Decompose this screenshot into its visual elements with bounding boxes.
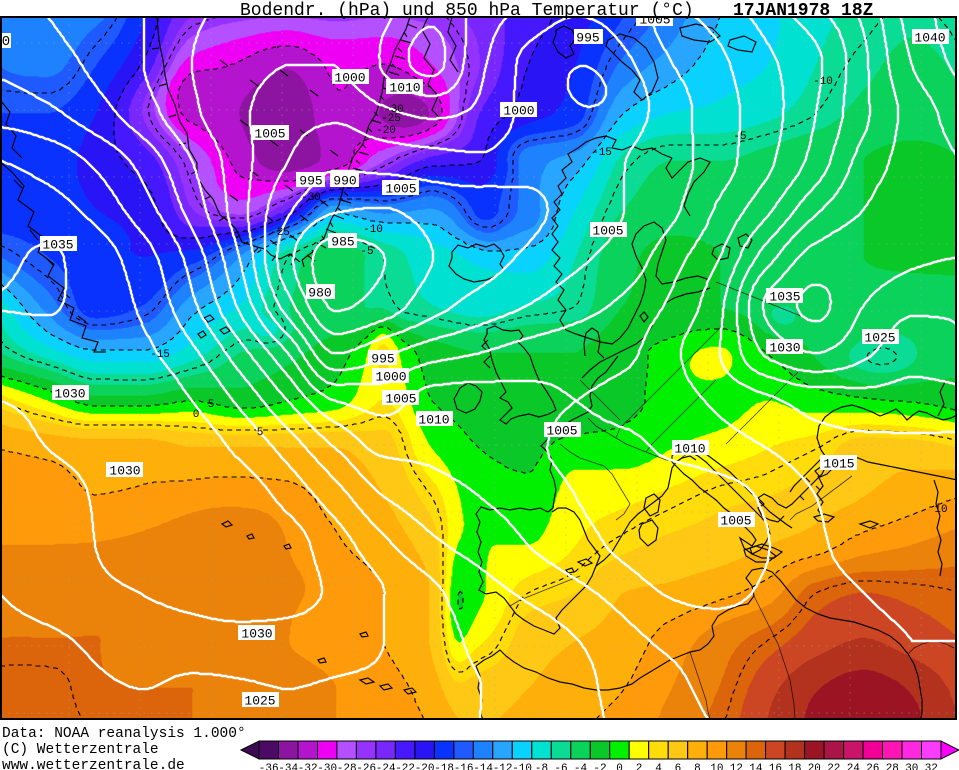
svg-text:5: 5 xyxy=(257,427,264,439)
svg-text:1030: 1030 xyxy=(109,464,140,479)
svg-text:(C) Wetterzentrale: (C) Wetterzentrale xyxy=(2,742,159,758)
svg-text:26: 26 xyxy=(866,763,879,770)
svg-text:-30: -30 xyxy=(384,104,404,116)
svg-text:5: 5 xyxy=(208,399,215,411)
svg-text:1005: 1005 xyxy=(592,224,623,239)
svg-text:-5: -5 xyxy=(733,131,746,143)
svg-text:-26: -26 xyxy=(356,763,376,770)
svg-text:1010: 1010 xyxy=(418,413,449,428)
svg-text:990: 990 xyxy=(333,174,356,189)
svg-text:20: 20 xyxy=(808,763,821,770)
svg-text:18: 18 xyxy=(788,763,801,770)
svg-text:10: 10 xyxy=(934,504,947,516)
svg-text:24: 24 xyxy=(847,763,861,770)
svg-text:995: 995 xyxy=(299,174,322,189)
svg-text:28: 28 xyxy=(886,763,899,770)
svg-text:-10: -10 xyxy=(363,224,383,236)
svg-text:1030: 1030 xyxy=(769,341,800,356)
svg-text:-16: -16 xyxy=(454,763,474,770)
svg-text:1000: 1000 xyxy=(503,104,534,119)
svg-text:1035: 1035 xyxy=(42,238,73,253)
svg-text:8: 8 xyxy=(694,763,701,770)
svg-text:1025: 1025 xyxy=(864,331,895,346)
svg-text:1005: 1005 xyxy=(254,127,285,142)
svg-text:32: 32 xyxy=(925,763,938,770)
svg-text:-30: -30 xyxy=(301,192,321,204)
svg-text:-20: -20 xyxy=(376,125,396,137)
svg-text:1015: 1015 xyxy=(823,457,854,472)
svg-text:22: 22 xyxy=(827,763,840,770)
svg-text:-20: -20 xyxy=(415,763,435,770)
svg-text:1005: 1005 xyxy=(639,13,670,28)
svg-text:-25: -25 xyxy=(270,227,290,239)
svg-text:-10: -10 xyxy=(813,76,833,88)
svg-text:1010: 1010 xyxy=(674,442,705,457)
svg-text:-2: -2 xyxy=(593,763,606,770)
svg-text:Data: NOAA reanalysis 1.000°: Data: NOAA reanalysis 1.000° xyxy=(2,726,246,742)
svg-text:-28: -28 xyxy=(337,763,357,770)
svg-text:995: 995 xyxy=(576,31,599,46)
svg-text:1025: 1025 xyxy=(244,694,275,709)
svg-text:17JAN1978 18Z: 17JAN1978 18Z xyxy=(733,1,873,21)
svg-text:1035: 1035 xyxy=(769,290,800,305)
svg-text:-4: -4 xyxy=(574,763,588,770)
svg-text:1030: 1030 xyxy=(241,627,272,642)
svg-text:6: 6 xyxy=(675,763,682,770)
svg-text:1010: 1010 xyxy=(389,81,420,96)
svg-text:12: 12 xyxy=(730,763,743,770)
svg-text:-34: -34 xyxy=(278,763,298,770)
svg-text:14: 14 xyxy=(749,763,763,770)
svg-text:Bodendr. (hPa) und 850 hPa Tem: Bodendr. (hPa) und 850 hPa Temperatur (°… xyxy=(240,1,694,21)
svg-text:1005: 1005 xyxy=(385,182,416,197)
svg-text:985: 985 xyxy=(331,235,354,250)
svg-text:0: 0 xyxy=(193,409,200,421)
svg-text:0: 0 xyxy=(2,34,10,50)
svg-text:10: 10 xyxy=(710,763,723,770)
svg-text:-10: -10 xyxy=(512,763,532,770)
svg-text:-14: -14 xyxy=(473,763,493,770)
svg-text:16: 16 xyxy=(769,763,782,770)
svg-text:1005: 1005 xyxy=(385,392,416,407)
svg-text:-12: -12 xyxy=(493,763,513,770)
svg-text:-22: -22 xyxy=(395,763,415,770)
svg-text:-5: -5 xyxy=(360,246,373,258)
svg-text:-18: -18 xyxy=(434,763,454,770)
svg-text:1000: 1000 xyxy=(375,370,406,385)
svg-text:1000: 1000 xyxy=(334,71,365,86)
svg-text:4: 4 xyxy=(655,763,662,770)
svg-text:-8: -8 xyxy=(535,763,548,770)
svg-text:-24: -24 xyxy=(376,763,396,770)
svg-text:-15: -15 xyxy=(150,349,170,361)
svg-text:1040: 1040 xyxy=(914,31,945,46)
svg-text:1030: 1030 xyxy=(54,387,85,402)
svg-text:-6: -6 xyxy=(554,763,567,770)
svg-text:-32: -32 xyxy=(298,763,318,770)
svg-text:-25: -25 xyxy=(381,113,401,125)
svg-text:-36: -36 xyxy=(259,763,279,770)
svg-text:www.wetterzentrale.de: www.wetterzentrale.de xyxy=(2,758,185,770)
svg-text:2: 2 xyxy=(636,763,643,770)
svg-text:1005: 1005 xyxy=(546,424,577,439)
svg-text:-15: -15 xyxy=(592,147,612,159)
svg-text:995: 995 xyxy=(371,352,394,367)
svg-text:30: 30 xyxy=(905,763,918,770)
svg-text:980: 980 xyxy=(308,286,331,301)
svg-text:-30: -30 xyxy=(317,763,337,770)
svg-text:0: 0 xyxy=(616,763,623,770)
svg-text:1005: 1005 xyxy=(720,514,751,529)
